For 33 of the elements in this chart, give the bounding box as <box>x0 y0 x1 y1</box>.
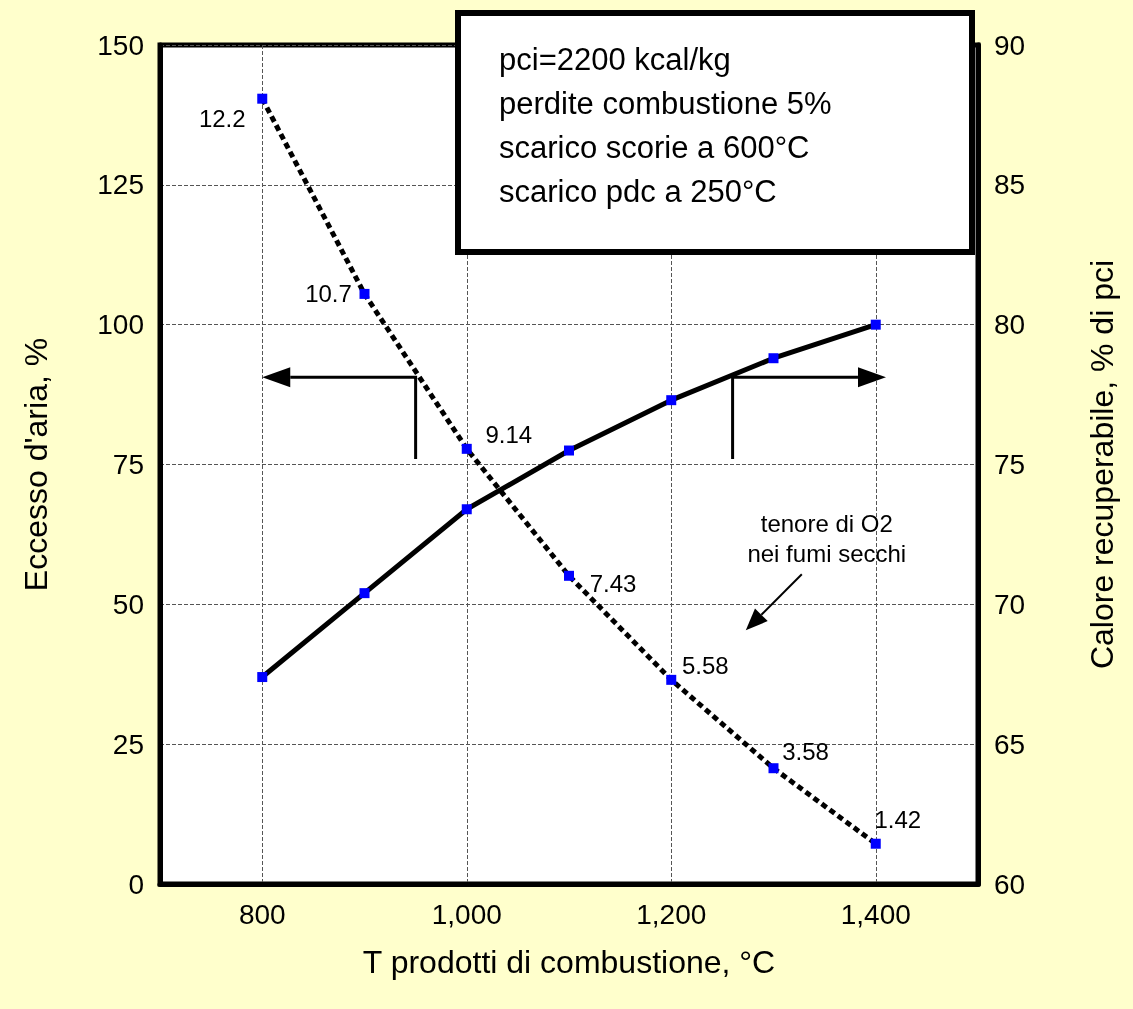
annotation: 10.7 <box>305 279 352 307</box>
y-tick-label: 0 <box>128 868 144 900</box>
annotation: perdite combustione 5% <box>499 85 833 123</box>
y-axis-title: Eccesso d'aria, % <box>18 337 54 592</box>
y-tick-label: 50 <box>112 588 144 620</box>
annotation: 3.58 <box>782 738 829 766</box>
y-tick-label: 25 <box>112 728 144 760</box>
x-tick-label: 800 <box>238 898 286 930</box>
y-tick-label: 100 <box>97 309 144 341</box>
x-tick-label: 1,200 <box>636 898 707 930</box>
y2-tick-label: 70 <box>994 588 1026 620</box>
y2-tick-label: 80 <box>994 309 1026 341</box>
y2-tick-label: 75 <box>994 449 1026 480</box>
y-tick-label: 150 <box>97 29 144 61</box>
annotation: 7.43 <box>589 569 637 597</box>
annotation: 9.14 <box>485 420 533 448</box>
y2-tick-label: 85 <box>994 169 1026 201</box>
y-tick-label: 75 <box>112 449 144 480</box>
x-axis-title: T prodotti di combustione, °C <box>362 944 776 980</box>
x-tick-label: 1,000 <box>431 898 502 930</box>
annotation: 12.2 <box>198 104 246 132</box>
y2-tick-label: 60 <box>994 868 1026 900</box>
y2-tick-label: 65 <box>994 728 1026 760</box>
annotation: scarico pdc a 250°C <box>499 173 778 211</box>
x-tick-label: 1,400 <box>840 898 911 930</box>
annotation: pci=2200 kcal/kg <box>499 41 732 79</box>
annotation: 1.42 <box>874 805 922 833</box>
y2-axis-title: Calore recuperabile, % di pci <box>1084 259 1120 670</box>
annotation: 5.58 <box>681 651 729 679</box>
y2-tick-label: 90 <box>994 29 1026 61</box>
annotation: scarico scorie a 600°C <box>499 129 811 167</box>
y-tick-label: 125 <box>97 169 144 201</box>
annotation: tenore di O2 nei fumi secchi <box>747 510 907 568</box>
